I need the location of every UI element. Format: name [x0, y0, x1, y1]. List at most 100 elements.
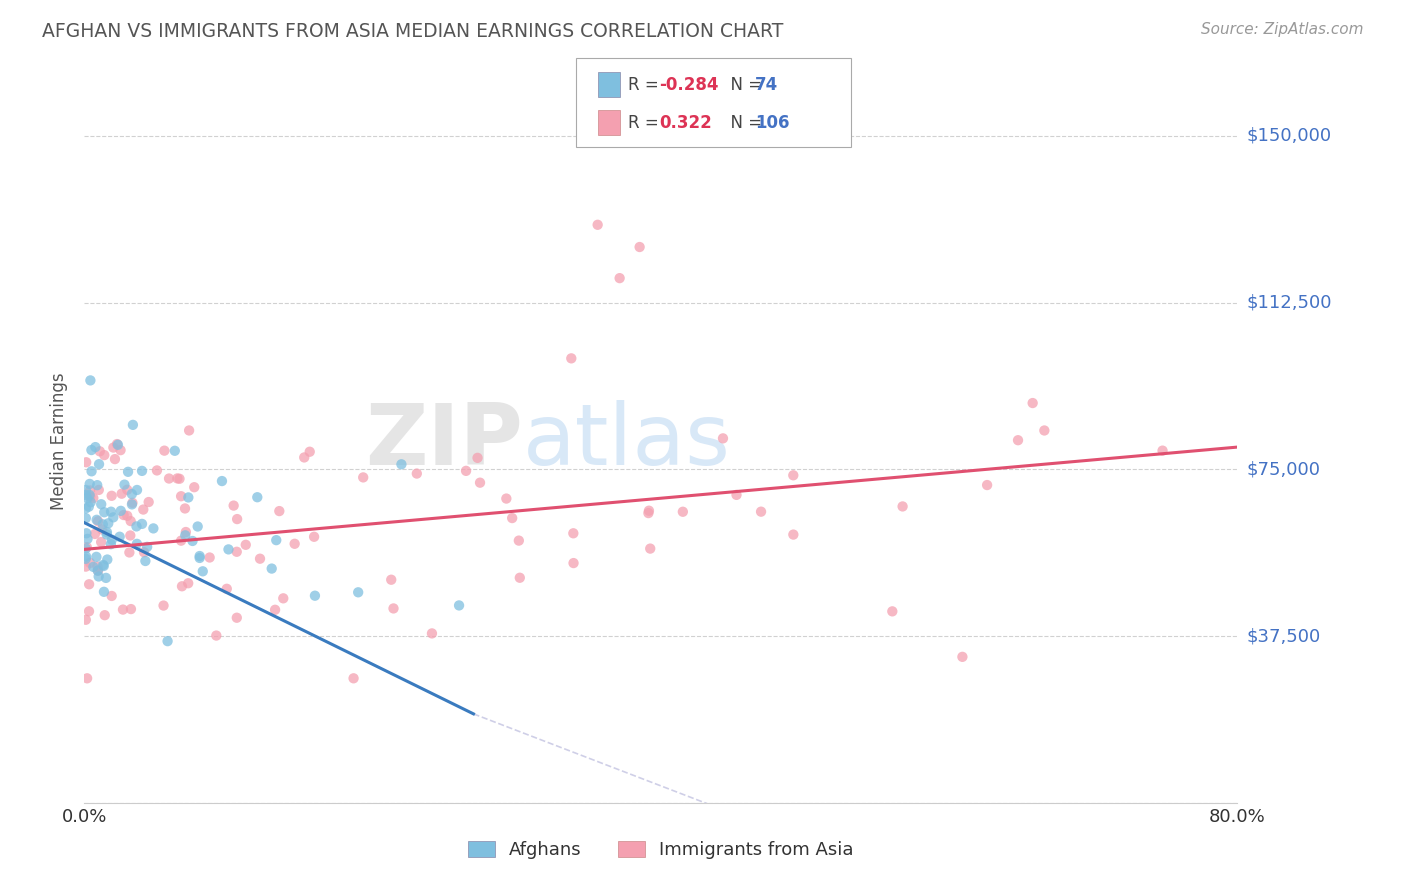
Point — [298, 444, 321, 458]
Point — [183, 480, 205, 494]
Legend: Afghans, Immigrants from Asia: Afghans, Immigrants from Asia — [460, 833, 862, 866]
Point — [976, 478, 998, 492]
Point — [125, 537, 148, 551]
Point — [187, 519, 209, 533]
Point — [121, 496, 143, 510]
Text: R =: R = — [628, 76, 665, 94]
Point — [174, 524, 197, 539]
Point — [169, 472, 191, 486]
Point — [79, 483, 101, 498]
Point — [508, 533, 530, 548]
Point — [79, 495, 101, 509]
Point — [1152, 443, 1174, 458]
Point — [146, 463, 169, 477]
Point — [628, 240, 651, 254]
Point — [405, 467, 427, 481]
Point — [454, 464, 477, 478]
Point — [91, 558, 114, 572]
Point — [284, 537, 307, 551]
Point — [950, 649, 973, 664]
Point — [93, 448, 115, 462]
Point — [205, 629, 228, 643]
Point — [166, 471, 188, 485]
Text: Source: ZipAtlas.com: Source: ZipAtlas.com — [1201, 22, 1364, 37]
Point — [170, 533, 193, 548]
Point — [86, 559, 108, 574]
Point — [87, 564, 110, 578]
Point — [100, 589, 122, 603]
Point — [174, 528, 197, 542]
Point — [114, 477, 136, 491]
Point — [382, 601, 405, 615]
Point — [177, 576, 200, 591]
Point — [77, 604, 100, 618]
Point — [891, 500, 914, 514]
Point — [87, 569, 110, 583]
Point — [142, 521, 165, 535]
Text: $112,500: $112,500 — [1247, 293, 1331, 311]
Point — [131, 516, 153, 531]
Point — [100, 505, 122, 519]
Point — [76, 491, 98, 506]
Point — [138, 495, 160, 509]
Point — [75, 549, 97, 564]
Point — [118, 545, 141, 559]
Point — [131, 464, 153, 478]
Point — [342, 671, 364, 685]
Point — [562, 526, 585, 541]
Point — [93, 558, 115, 573]
Point — [782, 468, 804, 483]
Point — [86, 478, 108, 492]
Point — [188, 549, 211, 563]
Point — [157, 471, 180, 485]
Point — [560, 351, 582, 366]
Point — [637, 506, 659, 520]
Point — [84, 527, 107, 541]
Point — [347, 585, 370, 599]
Point — [125, 483, 148, 497]
Point — [302, 530, 325, 544]
Point — [352, 470, 374, 484]
Point — [75, 483, 97, 497]
Point — [121, 487, 143, 501]
Point — [246, 490, 269, 504]
Text: atlas: atlas — [523, 400, 731, 483]
Point — [749, 505, 772, 519]
Point — [271, 591, 294, 606]
Point — [112, 508, 135, 522]
Point — [188, 551, 211, 566]
Point — [110, 504, 132, 518]
Point — [96, 527, 118, 541]
Point — [82, 560, 104, 574]
Point — [235, 538, 257, 552]
Point — [120, 528, 142, 542]
Point — [103, 510, 125, 524]
Point — [87, 514, 110, 528]
Point — [125, 519, 148, 533]
Point — [711, 431, 734, 445]
Point — [87, 564, 110, 578]
Point — [170, 579, 193, 593]
Point — [380, 573, 402, 587]
Point — [100, 537, 122, 551]
Point — [191, 564, 214, 578]
Point — [75, 526, 97, 541]
Point — [90, 497, 112, 511]
Text: $37,500: $37,500 — [1247, 627, 1320, 645]
Point — [89, 444, 111, 458]
Point — [153, 443, 176, 458]
Text: 106: 106 — [755, 113, 790, 132]
Point — [501, 511, 523, 525]
Point — [96, 525, 118, 540]
Point — [75, 455, 97, 469]
Point — [80, 464, 103, 478]
Point — [76, 671, 98, 685]
Point — [264, 603, 287, 617]
Point — [93, 505, 115, 519]
Point — [782, 527, 804, 541]
Text: ZIP: ZIP — [364, 400, 523, 483]
Point — [218, 542, 240, 557]
Point — [672, 505, 695, 519]
Point — [90, 535, 112, 549]
Point — [76, 540, 98, 554]
